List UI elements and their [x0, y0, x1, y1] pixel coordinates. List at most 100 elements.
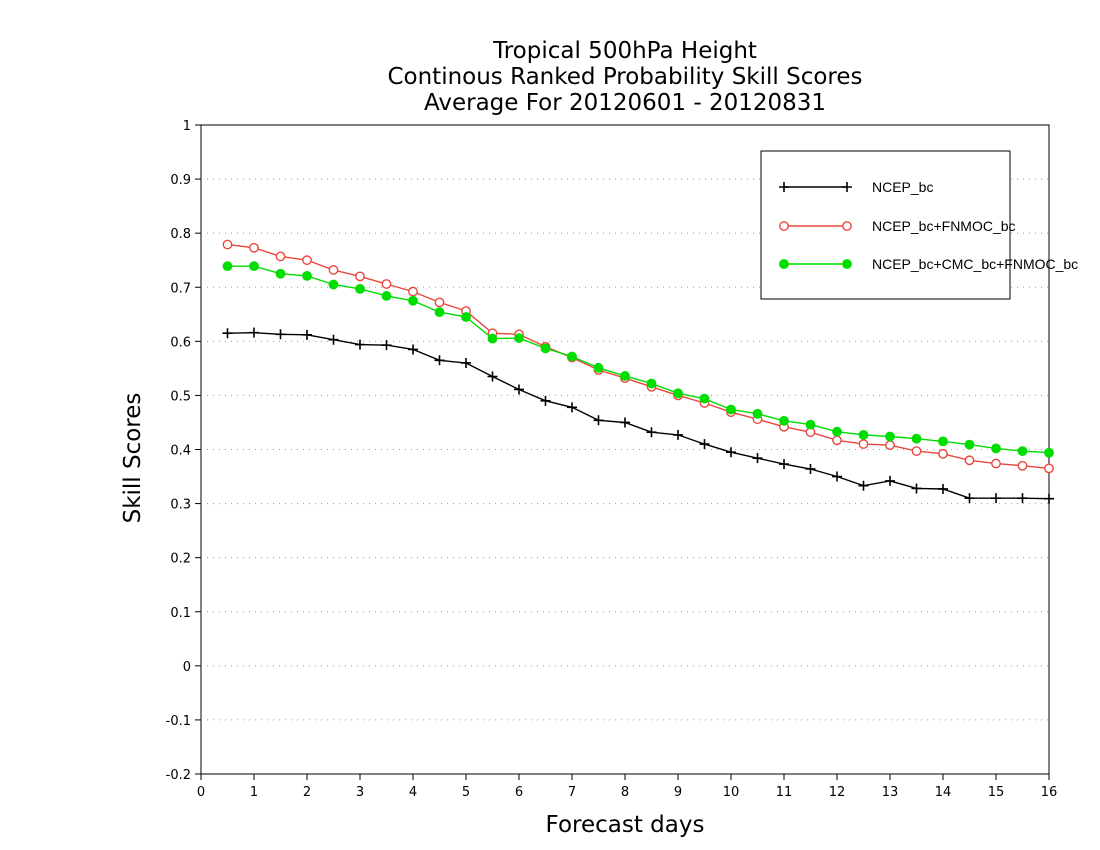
title-line-1: Tropical 500hPa Height [492, 38, 757, 64]
x-axis-label: Forecast days [546, 812, 705, 838]
data-point [911, 433, 922, 444]
legend-item-2: NCEP_bc+FNMOC_bc [779, 218, 1016, 234]
x-tick-label: 0 [197, 785, 205, 800]
data-point [302, 329, 312, 340]
legend-marker [842, 259, 852, 269]
data-point [1017, 460, 1028, 471]
y-tick-label: 0.4 [170, 444, 191, 459]
series-line [227, 331, 1050, 500]
y-tick-label: 0.3 [170, 498, 191, 513]
data-point [514, 333, 524, 343]
data-point [593, 362, 604, 373]
data-point [381, 340, 392, 351]
data-point [832, 426, 842, 437]
title-line-2: Continous Ranked Probability Skill Score… [387, 64, 862, 90]
data-point [1017, 493, 1028, 504]
chart-title: Tropical 500hPa Height Continous Ranked … [387, 38, 862, 116]
x-tick-label: 5 [462, 785, 470, 800]
data-point [487, 333, 498, 344]
data-point [1017, 446, 1028, 457]
x-tick-label: 14 [935, 785, 952, 800]
data-point [991, 493, 1001, 504]
data-point [620, 371, 630, 381]
data-point [222, 261, 233, 272]
data-point [408, 344, 418, 355]
data-point [1044, 447, 1054, 458]
data-point [832, 435, 842, 446]
data-point [408, 295, 418, 306]
data-point [673, 429, 683, 440]
data-point [514, 384, 524, 395]
data-point [249, 261, 259, 272]
data-point [302, 270, 312, 281]
x-tick-label: 15 [988, 785, 1005, 800]
data-point [938, 436, 948, 447]
data-point [355, 271, 365, 282]
legend-marker [779, 221, 789, 231]
y-tick-label: 0.8 [170, 227, 191, 242]
y-tick-label: 1 [183, 119, 191, 134]
y-axis-label: Skill Scores [120, 393, 146, 524]
data-point [593, 415, 604, 426]
x-tick-label: 13 [882, 785, 899, 800]
series-3 [222, 261, 1054, 458]
data-point [1044, 463, 1054, 474]
data-point [779, 459, 789, 470]
legend-item-1: NCEP_bc [779, 179, 933, 195]
data-point [222, 239, 233, 250]
y-tick-label: 0.1 [170, 606, 191, 621]
data-point [805, 419, 816, 430]
data-point [673, 388, 683, 399]
data-point [381, 279, 392, 289]
data-point [964, 439, 975, 450]
legend-item-3: NCEP_bc+CMC_bc+FNMOC_bc [779, 256, 1078, 272]
data-point [991, 458, 1001, 469]
data-point [434, 355, 445, 366]
x-tick-label: 9 [674, 785, 682, 800]
data-point [487, 371, 498, 382]
data-point [964, 455, 975, 466]
data-point [832, 471, 842, 482]
data-point [302, 255, 312, 266]
legend-label: NCEP_bc [872, 179, 933, 195]
x-tick-label: 7 [568, 785, 576, 800]
legend-label: NCEP_bc+FNMOC_bc [872, 218, 1016, 234]
series-layer [222, 239, 1054, 504]
data-point [567, 351, 577, 362]
data-point [1044, 493, 1054, 504]
series-1 [222, 327, 1054, 504]
data-point [938, 483, 948, 494]
x-axis: 0 1 2 3 4 5 6 7 8 9 10 11 12 13 14 15 16 [197, 774, 1057, 800]
data-point [885, 431, 895, 442]
data-point [355, 283, 365, 294]
x-tick-label: 12 [829, 785, 846, 800]
y-tick-label: 0.7 [170, 281, 191, 296]
data-point [461, 312, 471, 322]
y-tick-label: -0.1 [166, 714, 191, 729]
data-point [805, 463, 816, 474]
data-point [938, 448, 948, 459]
data-point [328, 265, 339, 275]
y-tick-label: 0.2 [170, 552, 191, 567]
legend: NCEP_bc NCEP_bc+FNMOC_bc NCEP_bc+CMC_bc+FN… [760, 150, 1078, 300]
x-tick-label: 10 [723, 785, 740, 800]
data-point [275, 268, 286, 279]
data-point [408, 286, 418, 297]
data-point [991, 443, 1001, 454]
grid-lines [201, 124, 1049, 721]
data-point [752, 408, 763, 419]
data-point [858, 480, 869, 491]
y-tick-label: 0.5 [170, 389, 191, 404]
data-point [779, 415, 789, 426]
data-point [540, 395, 551, 406]
x-tick-label: 8 [621, 785, 629, 800]
legend-marker [842, 182, 852, 192]
legend-items: NCEP_bc NCEP_bc+FNMOC_bc NCEP_bc+CMC_bc+FN… [779, 179, 1078, 272]
data-point [434, 297, 445, 308]
data-point [275, 329, 286, 340]
legend-box [760, 150, 1011, 300]
data-point [726, 447, 736, 458]
data-point [858, 439, 869, 449]
x-tick-label: 1 [250, 785, 258, 800]
